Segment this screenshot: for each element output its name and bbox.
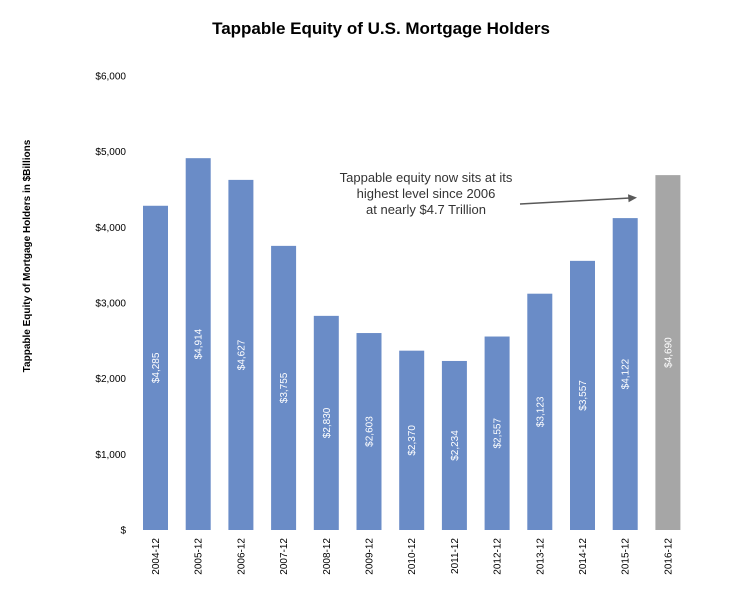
annotation-line-1: Tappable equity now sits at its bbox=[340, 170, 513, 185]
data-labels: $4,285 $4,914 $4,627 $3,755 $2,830 $2,603 $2,3… bbox=[151, 328, 674, 460]
y-tick-label: $4,000 bbox=[95, 223, 126, 234]
data-label: $2,603 bbox=[365, 416, 376, 447]
bar-2007-12 bbox=[271, 245, 297, 530]
chart-title: Tappable Equity of U.S. Mortgage Holders bbox=[212, 19, 550, 38]
data-label: $2,830 bbox=[322, 407, 333, 438]
bars bbox=[143, 158, 681, 531]
bar-2004-12 bbox=[143, 205, 168, 531]
bar-2014-12 bbox=[570, 260, 595, 530]
data-label: $3,123 bbox=[535, 396, 546, 427]
data-label: $2,234 bbox=[450, 430, 461, 461]
x-tick-label: 2010-12 bbox=[407, 538, 418, 575]
data-label: $4,914 bbox=[194, 328, 205, 359]
bar-2015-12 bbox=[612, 218, 638, 531]
bar-2016-12 bbox=[655, 175, 681, 530]
y-tick-label: $1,000 bbox=[95, 450, 126, 461]
annotation: Tappable equity now sits at its highest … bbox=[340, 170, 637, 217]
y-axis-ticks: $ $1,000 $2,000 $3,000 $4,000 $5,000 $6,000 bbox=[95, 72, 126, 537]
annotation-arrowhead bbox=[628, 194, 637, 203]
x-tick-label: 2015-12 bbox=[621, 538, 632, 575]
x-tick-label: 2013-12 bbox=[535, 538, 546, 575]
x-tick-label: 2007-12 bbox=[279, 538, 290, 575]
bar-2005-12 bbox=[185, 158, 211, 530]
y-axis-label: Tappable Equity of Mortgage Holders in $… bbox=[22, 139, 33, 372]
data-label: $4,690 bbox=[663, 337, 674, 368]
data-label: $2,557 bbox=[493, 418, 504, 449]
x-tick-label: 2006-12 bbox=[236, 538, 247, 575]
x-tick-label: 2008-12 bbox=[322, 538, 333, 575]
y-tick-label: $3,000 bbox=[95, 299, 126, 310]
x-tick-label: 2016-12 bbox=[663, 538, 674, 575]
bar-2010-12 bbox=[399, 350, 425, 530]
x-tick-label: 2009-12 bbox=[365, 538, 376, 575]
x-tick-label: 2005-12 bbox=[194, 538, 205, 575]
data-label: $4,285 bbox=[151, 352, 162, 383]
annotation-arrow bbox=[519, 197, 631, 205]
x-tick-label: 2011-12 bbox=[450, 538, 461, 574]
bar-2006-12 bbox=[228, 179, 254, 531]
y-tick-label: $ bbox=[120, 526, 126, 537]
bar-2009-12 bbox=[356, 333, 382, 530]
annotation-line-3: at nearly $4.7 Trillion bbox=[366, 202, 486, 217]
y-tick-label: $2,000 bbox=[95, 374, 126, 385]
data-label: $4,627 bbox=[236, 339, 247, 370]
data-label: $2,370 bbox=[407, 425, 418, 456]
y-tick-label: $5,000 bbox=[95, 147, 126, 158]
bar-2012-12 bbox=[484, 336, 510, 530]
bar-2011-12 bbox=[441, 360, 467, 530]
x-tick-label: 2012-12 bbox=[493, 538, 504, 575]
x-tick-label: 2014-12 bbox=[578, 538, 589, 575]
bar-2013-12 bbox=[527, 293, 553, 530]
x-axis-ticks: 2004-12 2005-12 2006-12 2007-12 2008-12 2009-… bbox=[151, 538, 674, 575]
x-tick-label: 2004-12 bbox=[151, 538, 162, 575]
bar-2008-12 bbox=[313, 315, 339, 530]
data-label: $3,755 bbox=[279, 372, 290, 403]
annotation-line-2: highest level since 2006 bbox=[357, 186, 496, 201]
y-tick-label: $6,000 bbox=[95, 72, 126, 83]
data-label: $4,122 bbox=[621, 358, 632, 389]
data-label: $3,557 bbox=[578, 380, 589, 411]
